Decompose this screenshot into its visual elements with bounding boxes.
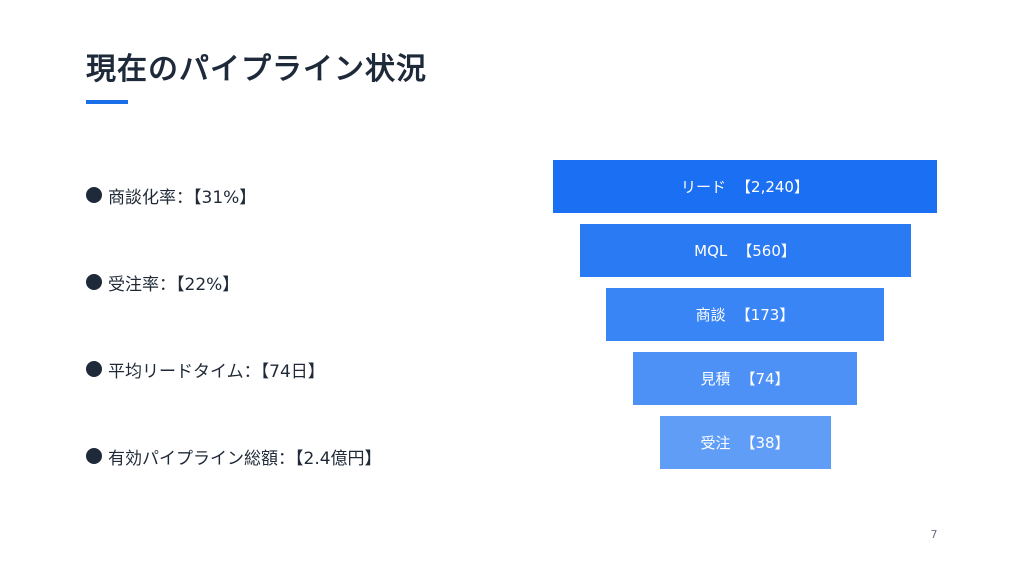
kpi-item-conversion-rate: 商談化率：【31%】 <box>86 180 256 210</box>
bullet-icon <box>86 361 102 377</box>
kpi-item-win-rate: 受注率：【22%】 <box>86 267 239 297</box>
bullet-icon <box>86 448 102 464</box>
kpi-label: 商談化率：【31%】 <box>108 187 257 208</box>
funnel-bar-1: リード 【2,240】 <box>553 160 937 213</box>
funnel-bar-5: 受注 【38】 <box>659 416 831 469</box>
page-number: 7 <box>930 528 938 541</box>
funnel-value: 【38】 <box>740 434 790 452</box>
funnel-category: 見積 <box>700 370 731 388</box>
funnel-label: リード 【2,240】 <box>681 176 809 197</box>
kpi-label: 有効パイプライン総額：【2.4億円】 <box>108 448 382 469</box>
page-title: 現在のパイプライン状況 <box>86 52 427 87</box>
funnel-category: 商談 <box>695 306 726 324</box>
funnel-category: 受注 <box>700 434 731 452</box>
funnel-value: 【173】 <box>735 306 795 324</box>
funnel-value: 【560】 <box>737 242 796 260</box>
funnel-chart: リード 【2,240】 MQL 【560】 商談 【173】 見積 【74】 受注 【38】 <box>540 150 950 480</box>
bullet-icon <box>86 274 102 290</box>
funnel-label: MQL 【560】 <box>694 240 796 261</box>
funnel-label: 受注 【38】 <box>700 432 789 453</box>
kpi-label: 受注率：【22%】 <box>108 274 240 295</box>
kpi-item-pipeline-total: 有効パイプライン総額：【2.4億円】 <box>86 441 382 471</box>
kpi-label: 平均リードタイム：【74日】 <box>108 361 325 382</box>
funnel-category: リード <box>681 178 727 196</box>
funnel-bar-3: 商談 【173】 <box>606 288 884 341</box>
bullet-icon <box>86 187 102 203</box>
funnel-value: 【74】 <box>740 370 790 388</box>
funnel-bar-2: MQL 【560】 <box>579 224 911 277</box>
funnel-label: 見積 【74】 <box>700 368 789 389</box>
funnel-category: MQL <box>694 242 728 260</box>
funnel-bar-4: 見積 【74】 <box>633 352 857 405</box>
funnel-value: 【2,240】 <box>736 178 809 196</box>
kpi-item-lead-time: 平均リードタイム：【74日】 <box>86 354 325 384</box>
title-underline <box>86 100 128 104</box>
funnel-label: 商談 【173】 <box>696 304 795 325</box>
